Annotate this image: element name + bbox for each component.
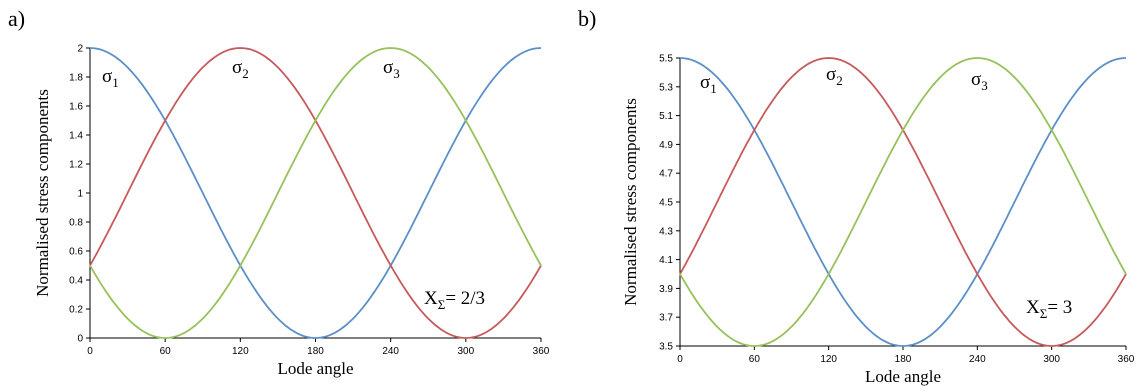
y-tick-label: 4.5 [659,198,673,209]
y-tick-label: 1 [77,189,83,200]
y-tick-label: 4.9 [659,140,673,151]
series-label-σ2: σ2 [232,57,249,81]
y-tick-label: 0 [77,334,83,345]
y-tick-label: 5.3 [659,82,673,93]
y-tick-label: 3.5 [659,342,673,353]
x-tick-label: 240 [382,346,399,357]
y-tick-label: 1.2 [69,160,83,171]
y-tick-label: 1.6 [69,102,83,113]
x-tick-label: 180 [895,354,912,365]
x-tick-label: 300 [457,346,474,357]
x-tick-label: 0 [87,346,93,357]
y-tick-label: 3.9 [659,284,673,295]
series-label-σ2: σ2 [826,64,843,88]
panel-label: b) [578,6,596,31]
x-axis-title: Lode angle [865,367,941,386]
y-tick-label: 5.5 [659,54,673,65]
y-tick-label: 1.8 [69,73,83,84]
y-axis-title: Normalised stress components [621,98,640,306]
panel-label: a) [8,6,25,31]
y-tick-label: 0.6 [69,247,83,258]
y-tick-label: 1.4 [69,131,83,142]
series-label-σ3: σ3 [383,57,400,81]
parameter-annotation: XΣ= 2/3 [424,288,485,312]
y-tick-label: 0.4 [69,276,83,287]
parameter-annotation: XΣ= 3 [1026,297,1072,321]
y-tick-label: 3.7 [659,313,673,324]
x-tick-label: 60 [160,346,172,357]
x-tick-label: 300 [1043,354,1060,365]
y-tick-label: 5.1 [659,111,673,122]
x-tick-label: 60 [749,354,761,365]
x-tick-label: 360 [533,346,550,357]
x-tick-label: 120 [820,354,837,365]
series-label-σ1: σ1 [700,72,717,96]
x-tick-label: 180 [307,346,324,357]
x-axis-title: Lode angle [278,359,354,378]
series-label-σ1: σ1 [102,66,119,90]
y-tick-label: 0.8 [69,218,83,229]
series-line-σ3 [679,57,1127,347]
y-tick-label: 4.3 [659,226,673,237]
x-tick-label: 120 [232,346,249,357]
series-label-σ3: σ3 [971,69,988,93]
y-tick-label: 4.1 [659,255,673,266]
chart-panel-a: a) 0 0.2 0.4 0.6 0.8 1 1.2 1.4 1.6 1.8 2 0 60 120 180 24… [8,6,550,378]
y-tick-label: 4.7 [659,169,673,180]
y-tick-label: 0.2 [69,305,83,316]
chart-panel-b: b) 3.5 3.7 3.9 4.1 4.3 4.5 4.7 4.9 5.1 5.3 5.5 0 60 12… [578,6,1135,386]
series-line-σ3 [89,47,542,339]
y-tick-label: 2 [77,44,83,55]
x-tick-label: 240 [969,354,986,365]
x-tick-label: 360 [1118,354,1135,365]
y-axis-title: Normalised stress components [33,89,52,297]
x-tick-label: 0 [677,354,683,365]
